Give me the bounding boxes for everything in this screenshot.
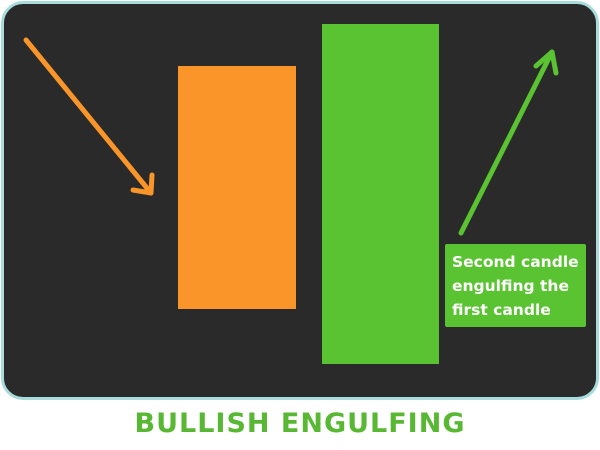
diagram-panel [1,1,599,400]
second-candle-bullish [322,24,439,364]
engulfing-callout: Second candle engulfing the first candle [445,244,586,327]
downtrend-arrow-icon [23,37,155,196]
callout-line-1: Second candle [452,253,579,271]
candlestick-diagram [23,24,559,364]
uptrend-arrow-icon [458,49,559,236]
diagram-title: BULLISH ENGULFING [134,408,466,439]
first-candle-bearish [178,66,296,309]
callout-line-3: first candle [452,301,551,319]
callout-line-2: engulfing the [452,277,569,295]
